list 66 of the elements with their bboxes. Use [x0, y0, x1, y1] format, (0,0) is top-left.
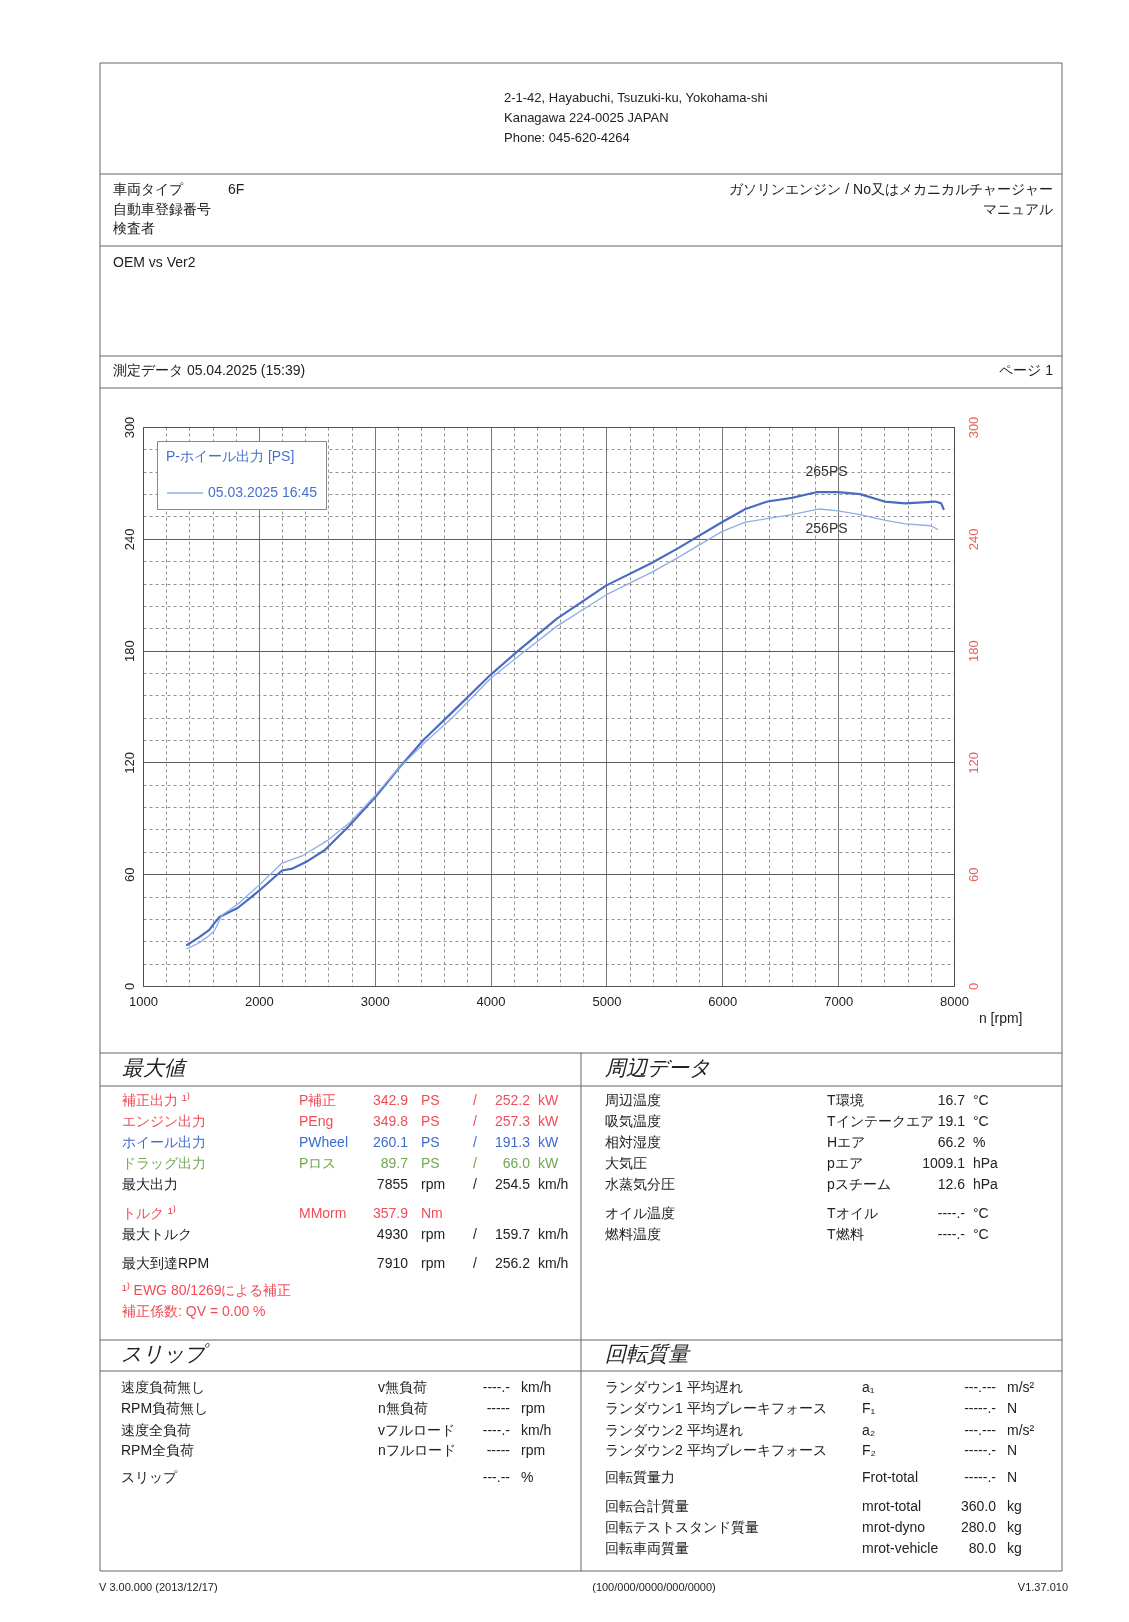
x-tick-label: 8000: [940, 993, 969, 1009]
y2-tick-label: 180: [965, 640, 981, 662]
y-tick-label: 300: [121, 416, 137, 439]
text: トルク ¹⁾ MMorm 357.9 Nm: [122, 1205, 443, 1221]
legend-label: 05.03.2025 16:45: [208, 484, 318, 500]
x-tick-label: 3000: [360, 993, 390, 1009]
x-tick-label: 4000: [476, 993, 506, 1009]
text: 回転質量: [605, 1342, 691, 1365]
text: V 3.00.000 (2013/12/17) (100/000/0000/000/0000) V1.37.010: [99, 1581, 1068, 1593]
text: 補正係数: QV = 0.00 %: [122, 1303, 266, 1319]
x-tick-label: 2000: [244, 993, 274, 1009]
text: 周辺温度 T環境 16.7 °C: [605, 1092, 989, 1108]
text: ランダウン2 平均遅れ a₂ ---.--- m/s²: [605, 1422, 1035, 1438]
y-tick-label: 240: [121, 528, 137, 551]
y-tick-label: 60: [121, 867, 137, 882]
x-tick-label: 7000: [824, 993, 854, 1009]
text: ランダウン1 平均ブレーキフォース F₁ -----.- N: [605, 1400, 1018, 1416]
text: 補正出力 ¹⁾ P補正 342.9 PS / 252.2 kW: [122, 1092, 559, 1108]
text: 大気圧 pエア 1009.1 hPa: [605, 1155, 998, 1171]
text: 最大出力 7855 rpm / 254.5 km/h: [122, 1176, 569, 1192]
text: RPM負荷無し n無負荷 ----- rpm: [121, 1400, 546, 1416]
x-axis-title: n [rpm]: [978, 1009, 1023, 1026]
text: 水蒸気分圧 pスチーム 12.6 hPa: [605, 1176, 998, 1192]
legend-title: P-ホイール出力 [PS]: [166, 448, 295, 464]
y-tick-label: 120: [121, 752, 137, 774]
text: オイル温度 Tオイル ----.- °C: [605, 1205, 989, 1221]
y-tick-label: 0: [121, 982, 137, 991]
text: Phone: 045-620-4264: [504, 130, 630, 145]
text: 速度全負荷 vフルロード ----.- km/h: [121, 1422, 552, 1438]
text: 最大到達RPM 7910 rpm / 256.2 km/h: [122, 1255, 569, 1271]
y2-tick-label: 60: [965, 867, 981, 882]
y-tick-label: 180: [121, 640, 137, 662]
text: 測定データ 05.04.2025 (15:39) ページ 1: [113, 362, 1053, 378]
text: ホイール出力 PWheel 260.1 PS / 191.3 kW: [122, 1134, 559, 1150]
text: 最大値: [122, 1056, 188, 1079]
text: 回転テストスタンド質量 mrot-dyno 280.0 kg: [605, 1519, 1022, 1535]
y2-tick-label: 120: [965, 752, 981, 774]
text: 相対湿度 Hエア 66.2 %: [605, 1134, 986, 1150]
x-tick-label: 6000: [708, 993, 738, 1009]
text: エンジン出力 PEng 349.8 PS / 257.3 kW: [122, 1113, 559, 1129]
text: スリップ: [121, 1342, 210, 1365]
text: 検査者: [113, 220, 155, 236]
text: スリップ ---.-- %: [121, 1469, 534, 1485]
y2-tick-label: 300: [965, 416, 981, 439]
text: 自動車登録番号 マニュアル: [113, 201, 1053, 217]
text: 車両タイプ 6F ガソリンエンジン / No又はメカニカルチャージャー: [113, 181, 1053, 197]
text: 周辺データ: [605, 1056, 710, 1079]
y2-tick-label: 240: [965, 528, 981, 551]
text: 2-1-42, Hayabuchi, Tsuzuki-ku, Yokohama-shi: [504, 90, 768, 105]
text: 回転合計質量 mrot-total 360.0 kg: [605, 1498, 1022, 1514]
x-tick-label: 1000: [129, 993, 158, 1009]
text: ¹⁾ EWG 80/1269による補正: [122, 1282, 292, 1298]
text: RPM全負荷 nフルロード ----- rpm: [121, 1442, 546, 1458]
text: 回転車両質量 mrot-vehicle 80.0 kg: [605, 1540, 1022, 1556]
text: 回転質量力 Frot-total -----.- N: [605, 1469, 1018, 1485]
text: Kanagawa 224-0025 JAPAN: [504, 110, 669, 125]
text: ランダウン2 平均ブレーキフォース F₂ -----.- N: [605, 1442, 1018, 1458]
y2-tick-label: 0: [965, 982, 981, 991]
text: 速度負荷無し v無負荷 ----.- km/h: [121, 1379, 552, 1395]
text: ドラッグ出力 Pロス 89.7 PS / 66.0 kW: [122, 1155, 559, 1171]
text: ランダウン1 平均遅れ a₁ ---.--- m/s²: [605, 1379, 1035, 1395]
text: OEM vs Ver2: [113, 254, 196, 270]
text: 燃料温度 T燃料 ----.- °C: [605, 1226, 989, 1242]
x-tick-label: 5000: [592, 993, 622, 1009]
text: 吸気温度 Tインテークエア 19.1 °C: [605, 1113, 989, 1129]
text: 最大トルク 4930 rpm / 159.7 km/h: [122, 1226, 569, 1242]
